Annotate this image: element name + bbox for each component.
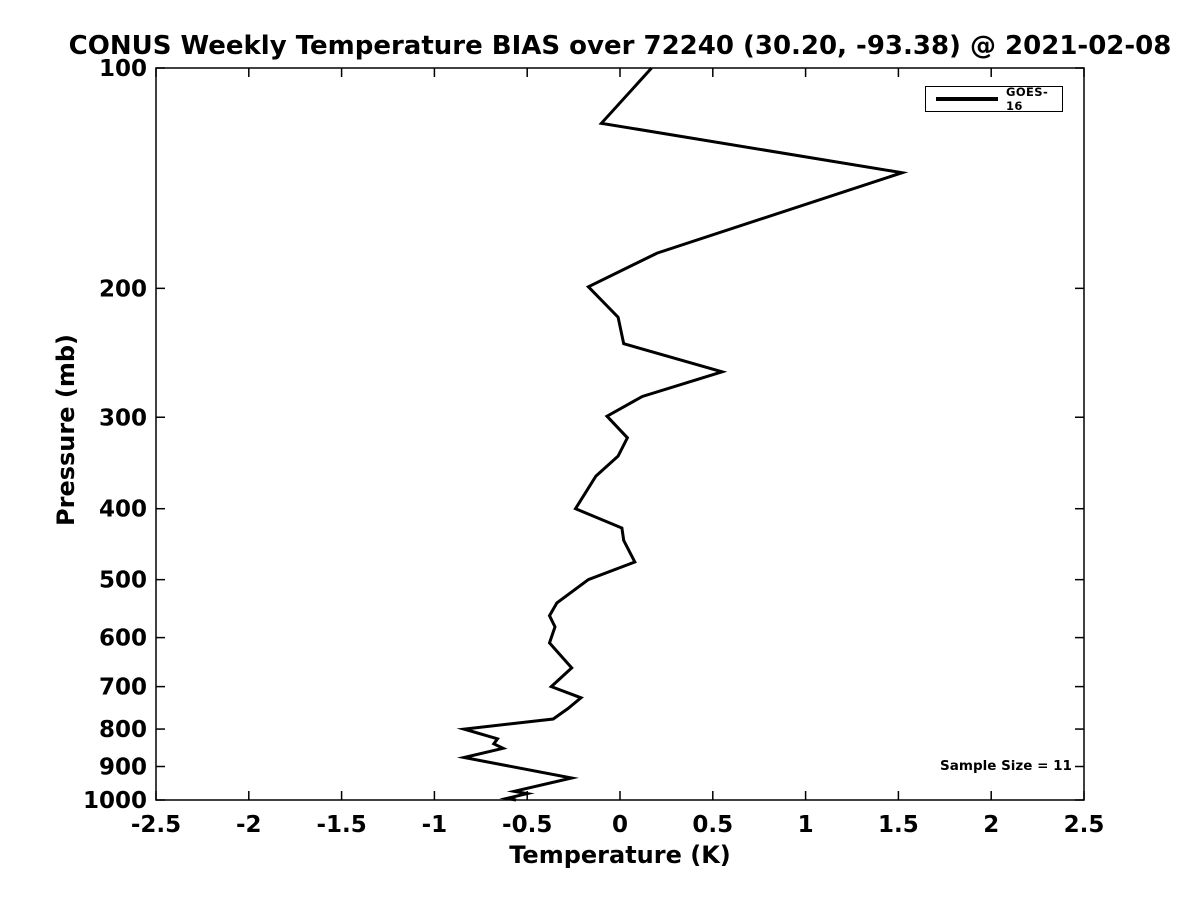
x-tick-label: 0.5 [692, 812, 733, 838]
y-tick-label: 200 [99, 276, 147, 302]
x-tick-label: 0 [612, 812, 628, 838]
y-tick-label: 400 [99, 497, 147, 523]
axes-box [155, 67, 1085, 801]
y-tick-label: 700 [99, 675, 147, 701]
x-tick-label: 2.5 [1064, 812, 1105, 838]
x-axis-label: Temperature (K) [509, 841, 731, 869]
y-axis-label: Pressure (mb) [52, 334, 80, 526]
x-tick-label: -0.5 [502, 812, 552, 838]
sample-size-annotation: Sample Size = 11 [940, 758, 1072, 774]
bias-curve-goes16 [456, 66, 909, 802]
y-tick-label: 900 [99, 755, 147, 781]
x-tick-label: 2 [983, 812, 999, 838]
legend-label: GOES-16 [1006, 85, 1049, 113]
x-tick-label: -2 [236, 812, 262, 838]
x-tick-label: -1 [422, 812, 448, 838]
y-tick-label: 300 [99, 405, 147, 431]
y-tick-label: 100 [99, 56, 147, 82]
y-tick-label: 600 [99, 626, 147, 652]
y-tick-label: 500 [99, 568, 147, 594]
x-tick-label: -2.5 [131, 812, 181, 838]
x-tick-label: 1.5 [878, 812, 919, 838]
y-tick-label: 1000 [83, 788, 147, 814]
legend: GOES-16 [925, 85, 1063, 113]
chart-title: CONUS Weekly Temperature BIAS over 72240… [68, 31, 1172, 61]
x-tick-label: -1.5 [316, 812, 366, 838]
y-tick-label: 800 [99, 717, 147, 743]
x-tick-label: 1 [798, 812, 814, 838]
legend-line-swatch [936, 97, 998, 101]
